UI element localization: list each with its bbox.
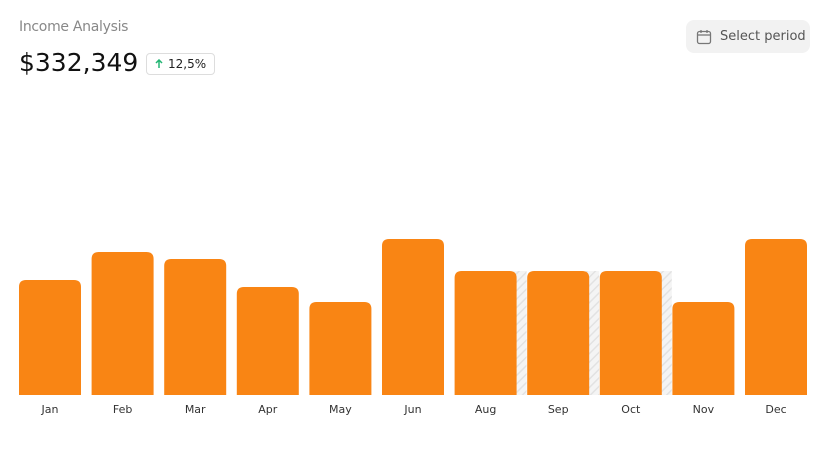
title: Income Analysis <box>19 19 129 35</box>
x-tick-label: Dec <box>765 403 786 416</box>
change: 12,5% <box>168 57 207 71</box>
x-tick-label: Nov <box>693 403 715 416</box>
bar <box>382 239 444 395</box>
calendar-icon <box>696 29 712 44</box>
bar <box>599 271 662 395</box>
x-tick-label: Apr <box>258 403 278 416</box>
change-badge: 12,5% <box>146 53 216 75</box>
bar <box>672 302 735 395</box>
up-arrow <box>155 59 163 68</box>
bar <box>745 239 807 395</box>
x-tick-label: Jun <box>403 403 421 416</box>
x-tick-label: Sep <box>548 403 569 416</box>
select-period-button[interactable]: Select period <box>686 20 810 53</box>
button-label: Select period <box>720 29 806 44</box>
bar <box>164 259 227 395</box>
bar <box>236 287 299 395</box>
bar <box>19 280 81 395</box>
bar <box>527 271 590 395</box>
x-tick-label: May <box>329 403 352 416</box>
total: $332,349 <box>19 48 139 77</box>
x-tick-label: Mar <box>185 403 206 416</box>
x-tick-label: Oct <box>621 403 641 416</box>
bar <box>309 302 372 395</box>
bar <box>454 271 517 395</box>
x-tick-label: Jan <box>41 403 59 416</box>
x-tick-label: Feb <box>113 403 132 416</box>
x-tick-label: Aug <box>475 403 496 416</box>
bar <box>91 252 154 395</box>
